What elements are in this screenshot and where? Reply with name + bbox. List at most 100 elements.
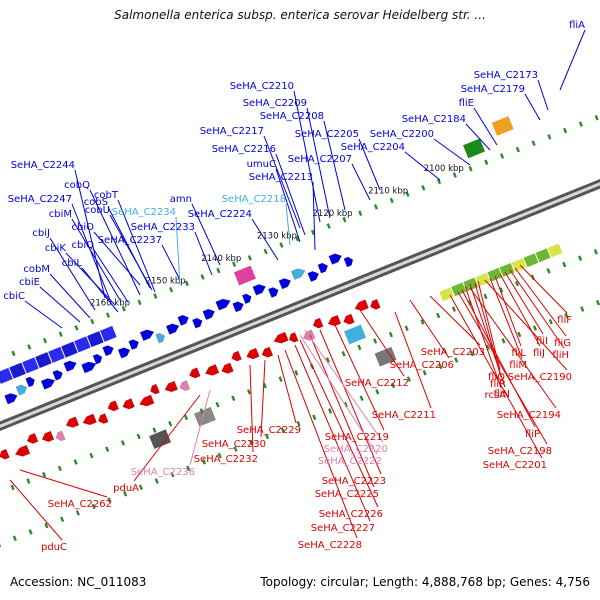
gene-label[interactable]: SeHA_C2207 bbox=[288, 154, 352, 165]
gene-label[interactable]: cobS bbox=[84, 197, 108, 208]
reverse-gene-arrow bbox=[189, 367, 201, 379]
gene-label[interactable]: SeHA_C2200 bbox=[370, 129, 434, 140]
forward-gene-arrow bbox=[202, 308, 216, 321]
gene-label[interactable]: cbiO bbox=[72, 222, 95, 233]
gene-label[interactable]: SeHA_C2184 bbox=[402, 114, 466, 125]
feature-box bbox=[374, 346, 397, 367]
gene-label[interactable]: cbiK bbox=[45, 243, 67, 254]
gene-labels[interactable]: fliA SeHA_C2173 SeHA_C2179 fliE SeHA_C2184 Se… bbox=[3, 20, 585, 553]
gene-label[interactable]: SeHA_C2218 bbox=[222, 194, 286, 205]
gene-label[interactable]: fliR bbox=[490, 379, 506, 390]
forward-gene-arrow bbox=[128, 339, 139, 351]
reverse-gene-arrow bbox=[231, 350, 242, 362]
tick-mark bbox=[199, 408, 204, 414]
gene-label[interactable]: cbiM bbox=[49, 209, 72, 220]
gene-label[interactable]: SeHA_C2203 bbox=[421, 347, 485, 358]
gene-label[interactable]: cobM bbox=[23, 264, 50, 275]
gene-label[interactable]: SeHA_C2173 bbox=[474, 70, 538, 81]
gene-label[interactable]: SeHA_C2190 bbox=[508, 372, 572, 383]
gene-label[interactable]: SeHA_C2234 bbox=[112, 207, 176, 218]
leader-line bbox=[449, 294, 543, 459]
feature-box bbox=[149, 429, 172, 450]
gene-label[interactable]: fliJ bbox=[533, 348, 545, 359]
gene-label[interactable]: SeHA_C2179 bbox=[461, 84, 525, 95]
gene-label[interactable]: fliG bbox=[554, 338, 571, 349]
gene-label[interactable]: cobU bbox=[85, 205, 110, 216]
gene-label[interactable]: SeHA_C2236 bbox=[131, 467, 195, 478]
forward-gene-arrow bbox=[52, 369, 63, 381]
gene-label[interactable]: SeHA_C2223 bbox=[322, 476, 386, 487]
leader-line bbox=[93, 249, 129, 303]
tick-mark bbox=[57, 465, 62, 472]
gene-label[interactable]: pduA bbox=[113, 483, 139, 494]
gene-label[interactable]: cbiQ bbox=[72, 240, 95, 251]
tick-mark bbox=[264, 433, 270, 440]
gene-label[interactable]: cobQ bbox=[64, 180, 90, 191]
gene-label[interactable]: SeHA_C2211 bbox=[372, 410, 436, 421]
gene-label[interactable]: fliM bbox=[509, 360, 527, 371]
gene-label[interactable]: SeHA_C2219 bbox=[325, 432, 389, 443]
leader-line bbox=[499, 273, 541, 347]
gene-label[interactable]: SeHA_C2222 bbox=[318, 456, 382, 467]
gene-label[interactable]: fliO bbox=[488, 372, 505, 383]
gene-label[interactable]: fliE bbox=[459, 98, 474, 109]
gene-label[interactable]: SeHA_C2204 bbox=[341, 142, 405, 153]
gene-label[interactable]: SeHA_C2224 bbox=[188, 209, 252, 220]
gene-label[interactable]: SeHA_C2212 bbox=[345, 378, 409, 389]
gene-label[interactable]: SeHA_C2205 bbox=[295, 129, 359, 140]
gene-label[interactable]: SeHA_C2208 bbox=[260, 111, 324, 122]
gene-label[interactable]: cobT bbox=[94, 190, 119, 201]
gene-label[interactable]: cbiC bbox=[3, 291, 25, 302]
gene-label[interactable]: SeHA_C2229 bbox=[237, 425, 301, 436]
tick-mark bbox=[547, 134, 552, 140]
gene-label[interactable]: umuC bbox=[247, 159, 276, 170]
leader-line bbox=[194, 231, 213, 276]
gene-label[interactable]: SeHA_C2244 bbox=[11, 160, 75, 171]
gene-label[interactable]: fliP bbox=[525, 429, 540, 440]
gene-label[interactable]: SeHA_C2220 bbox=[324, 444, 388, 455]
gene-label[interactable]: SeHA_C2213 bbox=[249, 172, 313, 183]
gene-label[interactable]: fliI bbox=[536, 336, 548, 347]
gene-label[interactable]: SeHA_C2226 bbox=[319, 509, 383, 520]
gene-label[interactable]: SeHA_C2198 bbox=[488, 446, 552, 457]
gene-label[interactable]: fliF bbox=[557, 315, 572, 326]
gene-label[interactable]: fliN bbox=[493, 389, 510, 400]
gene-label[interactable]: SeHA_C2247 bbox=[8, 194, 72, 205]
gene-label[interactable]: SeHA_C2232 bbox=[194, 454, 258, 465]
gene-label[interactable]: fliL bbox=[511, 348, 526, 359]
gene-label[interactable]: fliH bbox=[552, 350, 569, 361]
tick-mark bbox=[405, 191, 410, 197]
tick-mark bbox=[91, 503, 96, 510]
leader-line bbox=[117, 199, 156, 293]
forward-gene-arrow bbox=[343, 256, 354, 268]
gene-label[interactable]: cbiE bbox=[19, 277, 40, 288]
gene-label[interactable]: SeHA_C2217 bbox=[200, 126, 264, 137]
feature-box bbox=[193, 406, 216, 427]
tick-mark bbox=[42, 337, 48, 344]
leader-line bbox=[19, 469, 108, 498]
tick-mark bbox=[27, 344, 32, 350]
gene-label[interactable]: SeHA_C2227 bbox=[311, 523, 375, 534]
gene-label[interactable]: cbiJ bbox=[32, 228, 50, 239]
gene-label[interactable]: SeHA_C2209 bbox=[243, 98, 307, 109]
leader-line bbox=[489, 277, 523, 359]
gene-label[interactable]: SeHA_C2225 bbox=[315, 489, 379, 500]
gene-label[interactable]: SeHA_C2194 bbox=[497, 410, 561, 421]
gene-label[interactable]: rcsA bbox=[485, 390, 507, 401]
gene-label[interactable]: SeHA_C2210 bbox=[230, 81, 294, 92]
gene-label[interactable]: SeHA_C2262 bbox=[48, 499, 112, 510]
gene-label[interactable]: SeHA_C2230 bbox=[202, 439, 266, 450]
gene-label[interactable]: fliA bbox=[569, 20, 585, 31]
gene-label[interactable]: cbiL bbox=[62, 258, 83, 269]
gene-label[interactable]: SeHA_C2233 bbox=[131, 222, 195, 233]
gene-label[interactable]: pduC bbox=[41, 542, 67, 553]
gene-label[interactable]: SeHA_C2216 bbox=[212, 144, 276, 155]
tick-mark bbox=[246, 389, 252, 395]
gene-label[interactable]: SeHA_C2201 bbox=[483, 460, 547, 471]
gene-label[interactable]: amn bbox=[170, 194, 192, 205]
gene-label[interactable]: SeHA_C2237 bbox=[98, 235, 162, 246]
gene-label[interactable]: SeHA_C2228 bbox=[298, 540, 362, 551]
tick-mark bbox=[12, 535, 17, 542]
gene-label[interactable]: SeHA_C2206 bbox=[390, 360, 454, 371]
